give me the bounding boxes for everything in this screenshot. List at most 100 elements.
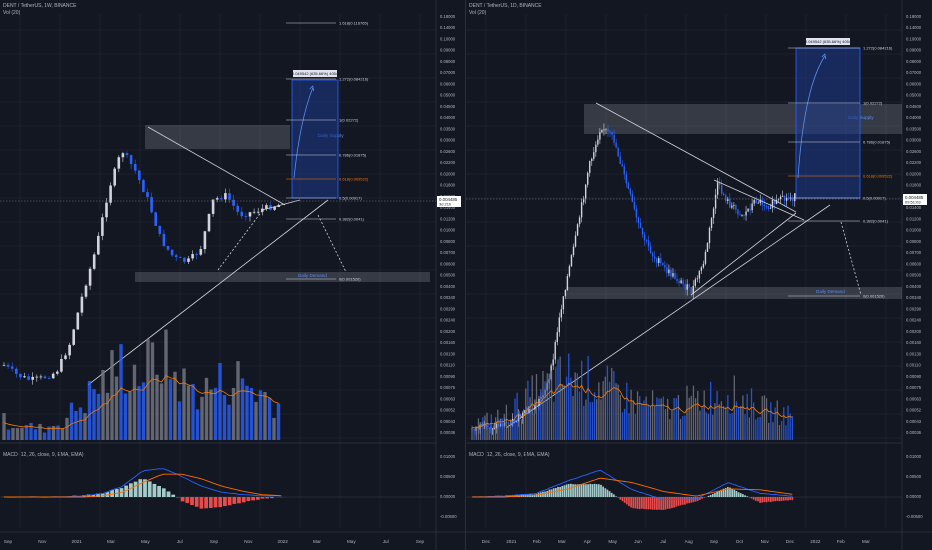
candle-body	[670, 269, 672, 277]
volume-bar	[204, 377, 209, 440]
weekly-chart-panel[interactable]: DENT / TetherUS, 1W, BINANCE Vol (20) MA…	[0, 0, 466, 550]
volume-bar	[576, 373, 578, 440]
time-axis-label: Jul	[660, 539, 666, 544]
volume-bar	[581, 360, 583, 440]
volume-bar	[690, 395, 692, 440]
candle-body	[684, 284, 686, 290]
price-tick-label: 0.00063	[906, 396, 922, 401]
volume-bar	[101, 369, 105, 440]
candle-body	[625, 174, 627, 184]
candle-body	[747, 208, 749, 212]
candle-body	[240, 211, 244, 217]
macd-histogram-bar	[576, 484, 579, 497]
volume-bar	[535, 374, 538, 440]
price-tick-label: 0.00800	[440, 239, 456, 244]
candle-body	[733, 205, 735, 206]
candle-body	[256, 211, 260, 213]
macd-histogram-bar	[533, 494, 536, 497]
macd-histogram-bar	[597, 484, 600, 497]
candle-body	[215, 198, 219, 200]
volume-bar	[583, 405, 585, 440]
macd-histogram-bar	[559, 486, 562, 497]
macd-histogram-bar	[763, 497, 766, 503]
macd-histogram-bar	[791, 497, 794, 501]
macd-histogram-bar	[759, 497, 761, 503]
macd-histogram-bar	[591, 484, 594, 497]
price-tick-label: 0.00110	[440, 363, 455, 368]
price-tick-label: 0.14000	[906, 25, 922, 30]
macd-histogram-bar	[733, 489, 736, 497]
price-tick-label: 0.00160	[440, 340, 456, 345]
macd-histogram-bar	[739, 493, 742, 497]
macd-histogram-bar	[161, 488, 166, 497]
macd-histogram-bar	[772, 497, 774, 502]
macd-histogram-bar	[703, 497, 706, 498]
time-axis-label: Aug	[685, 539, 694, 544]
macd-histogram-bar	[683, 497, 686, 505]
time-axis-label: Nov	[38, 539, 47, 544]
macd-histogram-bar	[124, 485, 129, 497]
price-tick-label: 0.00340	[906, 295, 922, 300]
price-tick-label: 0.02600	[906, 149, 922, 154]
volume-bar	[177, 401, 182, 440]
weekly-chart-canvas[interactable]: 0.18000 0.14000 0.10000 0.09000 0.08000 0.070…	[0, 0, 466, 550]
candle-body	[649, 246, 652, 254]
daily-chart-panel[interactable]: DENT / TetherUS, 1D, BINANCE Vol (20) MA…	[466, 0, 932, 550]
macd-tick-label: -0.00500	[906, 514, 923, 519]
projection-arrow	[797, 55, 826, 179]
daily-chart-canvas[interactable]: 0.18000 0.14000 0.10000 0.09000 0.08000 0.070…	[466, 0, 932, 550]
volume-bar	[778, 424, 781, 440]
macd-histogram-bar	[754, 497, 757, 501]
volume-bar	[649, 405, 652, 440]
candle-body	[2, 364, 6, 366]
volume-bar	[761, 396, 763, 440]
macd-histogram-bar	[585, 484, 587, 497]
macd-histogram-bar	[265, 497, 270, 499]
candle-body	[720, 185, 723, 194]
candle-body	[694, 279, 696, 286]
volume-bar	[186, 385, 191, 440]
price-tick-label: 0.07000	[906, 70, 922, 75]
time-axis-label: Mar	[558, 539, 566, 544]
candle-body	[552, 359, 554, 366]
price-tick-label: 0.02000	[906, 171, 922, 176]
volume-bar	[245, 385, 249, 440]
candle-body	[783, 196, 786, 201]
price-tick-label: 0.00110	[906, 363, 921, 368]
macd-histogram-bar	[662, 497, 665, 510]
macd-histogram-bar	[615, 496, 617, 497]
candle-body	[19, 373, 22, 378]
price-tick-label: 0.03500	[906, 126, 922, 131]
volume-bar	[675, 398, 677, 440]
trendline	[317, 214, 347, 273]
macd-histogram-bar	[643, 497, 645, 510]
macd-histogram-bar	[550, 489, 553, 497]
macd-histogram-bar	[110, 490, 114, 497]
candle-body	[658, 258, 660, 264]
volume-bar	[209, 389, 213, 440]
candle-body	[794, 193, 796, 202]
candle-body	[248, 212, 252, 217]
macd-histogram-bar	[133, 481, 138, 497]
symbol-line: DENT / TetherUS, 1D, BINANCE	[469, 3, 542, 9]
macd-histogram-bar	[251, 497, 255, 501]
volume-bar	[47, 426, 51, 440]
time-axis-label: Feb	[837, 539, 845, 544]
time-axis-label: Nov	[244, 539, 253, 544]
candle-body	[105, 202, 108, 218]
volume-bar	[195, 409, 200, 440]
volume-bar	[38, 423, 42, 440]
volume-bar	[240, 378, 245, 440]
volume-bar	[598, 382, 600, 440]
candle-body	[731, 205, 733, 208]
volume-bar	[787, 405, 789, 440]
macd-tick-label: 0.00500	[440, 474, 456, 479]
price-tick-label: 0.00500	[906, 273, 922, 278]
volume-bar	[137, 386, 141, 440]
price-tick-label: 0.00063	[440, 396, 456, 401]
candle-body	[273, 207, 276, 210]
candle-body	[174, 255, 178, 258]
candle-body	[576, 224, 579, 236]
candle-body	[735, 205, 737, 210]
current-price-countdown: 09:51:03	[905, 200, 921, 205]
